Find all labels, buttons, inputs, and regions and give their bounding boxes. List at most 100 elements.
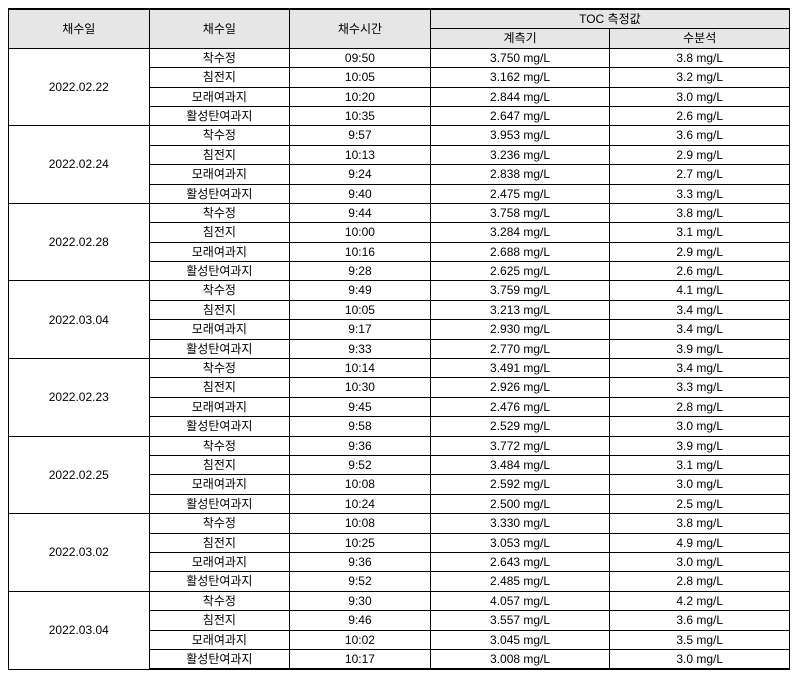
cell-date: 2022.02.23	[9, 359, 150, 437]
cell-location: 모래여과지	[149, 475, 290, 494]
cell-meter-value: 3.758 mg/L	[430, 203, 610, 222]
cell-location: 착수정	[149, 591, 290, 610]
cell-location: 착수정	[149, 126, 290, 145]
cell-analysis-value: 3.3 mg/L	[610, 184, 790, 203]
cell-meter-value: 2.926 mg/L	[430, 378, 610, 397]
cell-location: 활성탄여과지	[149, 572, 290, 591]
cell-meter-value: 3.484 mg/L	[430, 455, 610, 474]
cell-meter-value: 3.750 mg/L	[430, 48, 610, 67]
cell-meter-value: 3.053 mg/L	[430, 533, 610, 552]
cell-location: 착수정	[149, 514, 290, 533]
cell-time: 9:49	[290, 281, 431, 300]
cell-meter-value: 3.953 mg/L	[430, 126, 610, 145]
cell-analysis-value: 3.6 mg/L	[610, 126, 790, 145]
cell-location: 모래여과지	[149, 242, 290, 261]
cell-analysis-value: 4.9 mg/L	[610, 533, 790, 552]
table-row: 2022.03.04착수정9:493.759 mg/L4.1 mg/L	[9, 281, 790, 300]
cell-meter-value: 2.475 mg/L	[430, 184, 610, 203]
table-body: 2022.02.22착수정09:503.750 mg/L3.8 mg/L침전지1…	[9, 48, 790, 669]
cell-time: 9:52	[290, 455, 431, 474]
cell-meter-value: 4.057 mg/L	[430, 591, 610, 610]
cell-time: 10:13	[290, 145, 431, 164]
cell-time: 9:24	[290, 165, 431, 184]
cell-meter-value: 2.647 mg/L	[430, 106, 610, 125]
toc-measurement-table: 채수일 채수일 채수시간 TOC 측정값 계측기 수분석 2022.02.22착…	[8, 8, 790, 670]
cell-time: 9:57	[290, 126, 431, 145]
cell-location: 침전지	[149, 223, 290, 242]
cell-meter-value: 2.844 mg/L	[430, 87, 610, 106]
table-header: 채수일 채수일 채수시간 TOC 측정값 계측기 수분석	[9, 9, 790, 48]
cell-time: 9:30	[290, 591, 431, 610]
cell-time: 9:40	[290, 184, 431, 203]
cell-location: 침전지	[149, 68, 290, 87]
cell-analysis-value: 3.6 mg/L	[610, 611, 790, 630]
cell-meter-value: 2.500 mg/L	[430, 494, 610, 513]
cell-analysis-value: 3.1 mg/L	[610, 455, 790, 474]
cell-time: 9:28	[290, 262, 431, 281]
cell-time: 10:08	[290, 514, 431, 533]
cell-time: 9:46	[290, 611, 431, 630]
cell-analysis-value: 3.0 mg/L	[610, 417, 790, 436]
cell-location: 활성탄여과지	[149, 262, 290, 281]
cell-time: 9:17	[290, 320, 431, 339]
cell-analysis-value: 2.6 mg/L	[610, 262, 790, 281]
cell-location: 모래여과지	[149, 165, 290, 184]
cell-meter-value: 2.930 mg/L	[430, 320, 610, 339]
cell-analysis-value: 3.8 mg/L	[610, 48, 790, 67]
cell-meter-value: 2.770 mg/L	[430, 339, 610, 358]
cell-location: 모래여과지	[149, 320, 290, 339]
cell-date: 2022.03.02	[9, 514, 150, 592]
cell-location: 모래여과지	[149, 87, 290, 106]
table-row: 2022.03.04착수정9:304.057 mg/L4.2 mg/L	[9, 591, 790, 610]
cell-time: 10:20	[290, 87, 431, 106]
cell-analysis-value: 3.4 mg/L	[610, 320, 790, 339]
header-date: 채수일	[9, 9, 150, 48]
header-location: 채수일	[149, 9, 290, 48]
cell-location: 착수정	[149, 436, 290, 455]
cell-analysis-value: 3.2 mg/L	[610, 68, 790, 87]
cell-analysis-value: 3.8 mg/L	[610, 514, 790, 533]
cell-location: 활성탄여과지	[149, 649, 290, 669]
cell-analysis-value: 3.0 mg/L	[610, 552, 790, 571]
cell-date: 2022.02.22	[9, 48, 150, 126]
table-row: 2022.02.22착수정09:503.750 mg/L3.8 mg/L	[9, 48, 790, 67]
cell-location: 활성탄여과지	[149, 417, 290, 436]
cell-time: 10:30	[290, 378, 431, 397]
cell-meter-value: 3.236 mg/L	[430, 145, 610, 164]
cell-location: 착수정	[149, 281, 290, 300]
cell-analysis-value: 3.0 mg/L	[610, 649, 790, 669]
cell-meter-value: 3.557 mg/L	[430, 611, 610, 630]
cell-meter-value: 3.045 mg/L	[430, 630, 610, 649]
header-toc-group: TOC 측정값	[430, 9, 789, 29]
cell-date: 2022.03.04	[9, 281, 150, 359]
cell-time: 9:44	[290, 203, 431, 222]
cell-meter-value: 2.625 mg/L	[430, 262, 610, 281]
cell-analysis-value: 3.5 mg/L	[610, 630, 790, 649]
cell-analysis-value: 3.0 mg/L	[610, 475, 790, 494]
header-toc-meter: 계측기	[430, 29, 610, 48]
cell-analysis-value: 3.4 mg/L	[610, 359, 790, 378]
cell-time: 10:05	[290, 300, 431, 319]
cell-meter-value: 3.330 mg/L	[430, 514, 610, 533]
cell-time: 10:35	[290, 106, 431, 125]
cell-location: 모래여과지	[149, 397, 290, 416]
cell-analysis-value: 2.5 mg/L	[610, 494, 790, 513]
cell-date: 2022.02.24	[9, 126, 150, 204]
cell-analysis-value: 2.9 mg/L	[610, 145, 790, 164]
table-row: 2022.02.25착수정9:363.772 mg/L3.9 mg/L	[9, 436, 790, 455]
cell-location: 침전지	[149, 145, 290, 164]
cell-time: 9:45	[290, 397, 431, 416]
cell-analysis-value: 2.8 mg/L	[610, 572, 790, 591]
cell-time: 10:24	[290, 494, 431, 513]
cell-location: 활성탄여과지	[149, 106, 290, 125]
cell-time: 10:16	[290, 242, 431, 261]
cell-location: 착수정	[149, 48, 290, 67]
header-time: 채수시간	[290, 9, 431, 48]
cell-analysis-value: 2.8 mg/L	[610, 397, 790, 416]
cell-location: 모래여과지	[149, 630, 290, 649]
cell-analysis-value: 3.3 mg/L	[610, 378, 790, 397]
cell-location: 활성탄여과지	[149, 494, 290, 513]
cell-location: 착수정	[149, 359, 290, 378]
cell-analysis-value: 3.9 mg/L	[610, 436, 790, 455]
cell-meter-value: 2.838 mg/L	[430, 165, 610, 184]
